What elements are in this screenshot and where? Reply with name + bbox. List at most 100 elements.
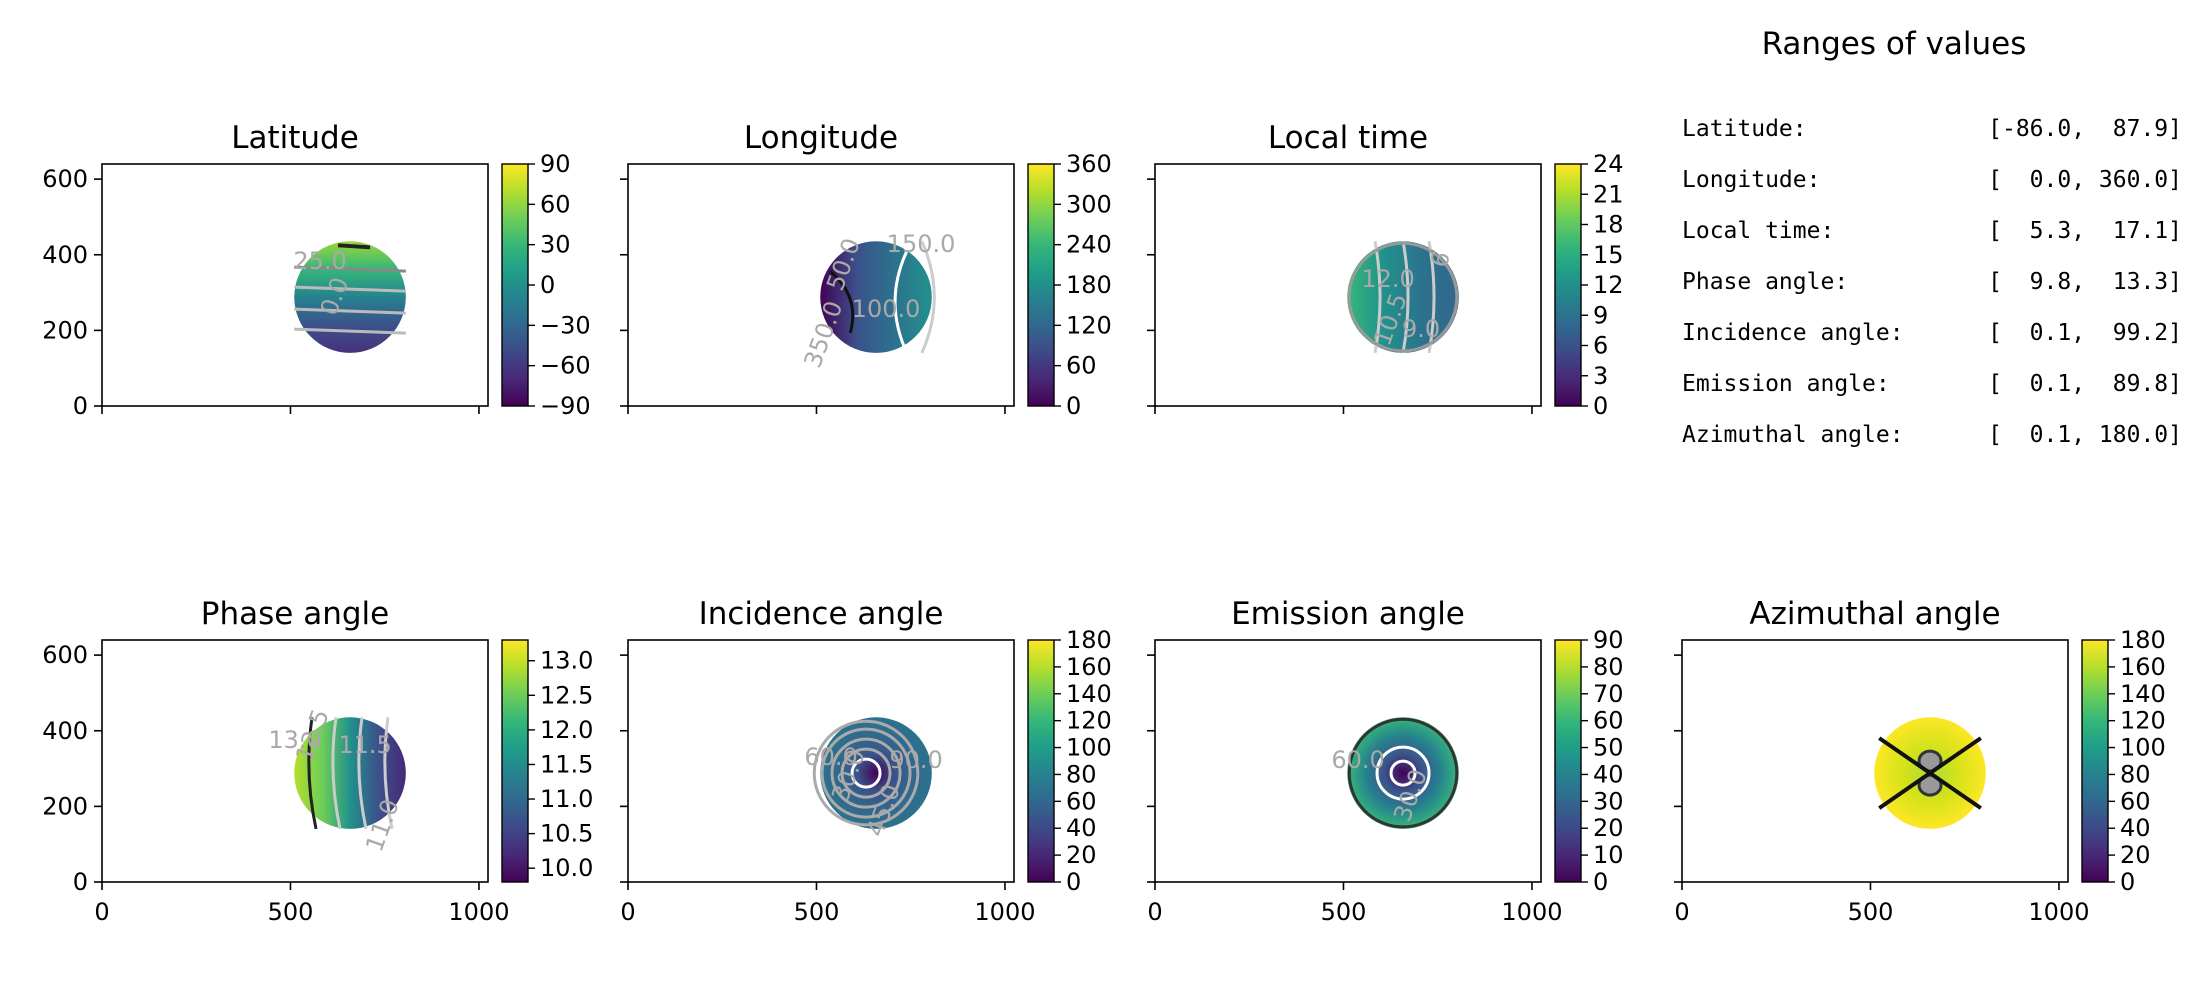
colorbar-tick-label: 140	[1066, 680, 1112, 708]
colorbar-tick-label: −60	[540, 352, 591, 380]
contour-label: 60.0	[1331, 746, 1384, 774]
range-label: Latitude:	[1682, 116, 1807, 142]
contour-line	[840, 747, 892, 799]
x-tick-label: 0	[94, 898, 109, 926]
colorbar-tick-label: 0	[1066, 868, 1081, 896]
colorbar-tick-label: 60	[540, 190, 571, 218]
x-tick-label: 1000	[2028, 898, 2089, 926]
x-tick-label: 1000	[448, 898, 509, 926]
y-tick-label: 600	[42, 641, 88, 669]
contour-line	[331, 717, 342, 830]
range-row-longitude: Longitude: [ 0.0, 360.0]	[1682, 167, 2182, 203]
colorbar-tick-label: 12.0	[540, 716, 593, 744]
colorbar-tick-label: 360	[1066, 150, 1112, 178]
planet-disc	[820, 241, 932, 353]
colorbar-tick-label: 0	[1593, 392, 1608, 420]
contour-line	[1373, 241, 1382, 354]
x-tick-label: 1000	[1501, 898, 1562, 926]
range-label: Incidence angle:	[1682, 320, 1904, 346]
colorbar-tick-label: 40	[2120, 814, 2151, 842]
contour-line	[812, 719, 920, 827]
colorbar-tick-label: 40	[1593, 760, 1624, 788]
contour-line	[1427, 241, 1436, 354]
ranges-title: Ranges of values	[1761, 26, 2027, 62]
contour-line	[829, 270, 855, 334]
disc-group	[1874, 717, 1986, 829]
planet-disc	[294, 717, 406, 829]
colorbar-tick-label: 60	[1066, 352, 1097, 380]
contour-line	[1878, 736, 1982, 810]
range-row-emission-angle: Emission angle: [ 0.1, 89.8]	[1682, 371, 2182, 407]
colorbar-tick-label: −30	[540, 311, 591, 339]
contour-line	[357, 717, 368, 830]
colorbar-tick-label: 20	[2120, 841, 2151, 869]
colorbar-tick-label: 20	[1593, 814, 1624, 842]
colorbar-tick-label: 40	[1066, 814, 1097, 842]
colorbar-tick-label: 11.5	[540, 750, 593, 778]
colorbar-tick-label: 10.0	[540, 854, 593, 882]
contour-line	[1401, 241, 1410, 354]
colorbar-tick-label: 180	[2120, 626, 2166, 654]
colorbar-tick-label: 12.5	[540, 681, 593, 709]
colorbar-tick-label: 3	[1593, 362, 1608, 390]
colorbar-tick-label: 180	[1066, 271, 1112, 299]
colorbar-tick-label: 70	[1593, 680, 1624, 708]
y-tick-label: 400	[42, 717, 88, 745]
range-row-latitude: Latitude: [-86.0, 87.9]	[1682, 116, 2182, 152]
disc-group	[1347, 241, 1459, 354]
colorbar-tick-label: 100	[1066, 734, 1112, 762]
contour-line	[1347, 717, 1459, 829]
planet-disc	[1347, 241, 1459, 353]
axes-frame	[1154, 639, 1542, 883]
contour-line	[383, 717, 394, 830]
colorbar-tick-label: 11.0	[540, 785, 593, 813]
disc-group	[1347, 717, 1459, 829]
colorbar	[1554, 163, 1582, 407]
contour-label: 11.5	[338, 731, 391, 759]
colorbar	[501, 163, 529, 407]
contour-line	[893, 240, 914, 354]
colorbar-tick-label: 0	[540, 271, 555, 299]
panel-azimuthal-angle: Azimuthal angle 0 500 1000 18016014012010080…	[1674, 596, 2166, 926]
axes-frame	[101, 163, 489, 407]
contour-line	[294, 307, 406, 315]
range-row-local-time: Local time: [ 5.3, 17.1]	[1682, 218, 2182, 254]
contour-label: 9.0	[1402, 315, 1440, 343]
panel-latitude: Latitude25.00.060040020009060300−30−60−9…	[42, 120, 590, 420]
x-tick-label: 1000	[974, 898, 1035, 926]
y-tick-label: 0	[73, 868, 88, 896]
x-tick-label: 500	[268, 898, 314, 926]
colorbar-tick-label: 13.0	[540, 647, 593, 675]
range-row-azimuthal-angle: Azimuthal angle: [ 0.1, 180.0]	[1682, 422, 2182, 458]
colorbar-tick-label: 15	[1593, 241, 1624, 269]
planet-disc	[1347, 717, 1459, 829]
contour-label: 90.0	[889, 746, 942, 774]
range-row-phase-angle: Phase angle: [ 9.8, 13.3]	[1682, 269, 2182, 305]
contour-line	[1389, 759, 1417, 787]
colorbar-tick-label: 300	[1066, 190, 1112, 218]
panel-longitude: Longitude150.050.0100.0350.0360300240180…	[620, 120, 1112, 420]
colorbar	[1027, 639, 1055, 883]
range-value: [ 0.1, 89.8]	[1988, 371, 2182, 397]
disc-group	[294, 241, 406, 353]
contour-line	[820, 727, 912, 819]
range-row-incidence-angle: Incidence angle: [ 0.1, 99.2]	[1682, 320, 2182, 356]
contour-line	[307, 717, 318, 830]
colorbar-tick-label: 120	[2120, 707, 2166, 735]
colorbar-tick-label: 30	[540, 231, 571, 259]
colorbar-tick-label: 20	[1066, 841, 1097, 869]
colorbar-tick-label: 80	[1066, 760, 1097, 788]
contour-line	[294, 327, 406, 335]
colorbar-tick-label: 120	[1066, 707, 1112, 735]
colorbar-tick-label: −90	[540, 392, 591, 420]
colorbar-tick-label: 60	[2120, 787, 2151, 815]
contour-line	[850, 757, 882, 789]
colorbar-tick-label: 120	[1066, 311, 1112, 339]
x-tick-label: 500	[1321, 898, 1367, 926]
y-tick-label: 200	[42, 792, 88, 820]
colorbar-tick-label: 6	[1593, 332, 1608, 360]
contour-line	[830, 737, 902, 809]
range-label: Local time:	[1682, 218, 1835, 244]
